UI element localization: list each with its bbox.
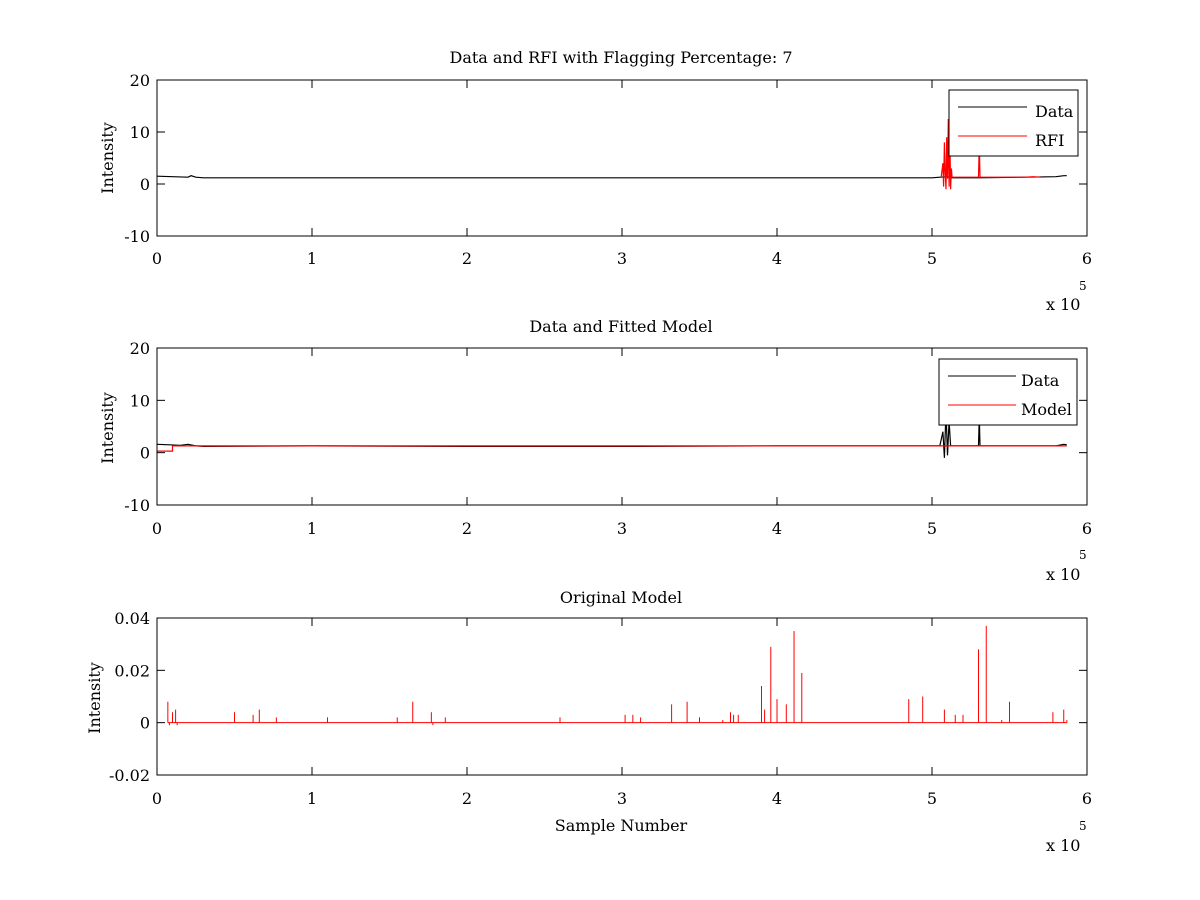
y-axis-label: Intensity [98,122,117,194]
x-tick-label: 6 [1082,789,1092,808]
legend: Data RFI [948,89,1079,157]
legend-label-data: Data [1035,102,1074,121]
legend-box [948,89,1079,157]
x-tick-label: 3 [617,789,627,808]
y-tick-label: 0.02 [114,661,150,680]
subplot-fitted-model: Data and Fitted Model Intensity 0 1 2 3 4 5 6 -… [98,317,1092,584]
x-tick-label: 2 [462,789,472,808]
series-layer [156,118,1067,190]
y-axis-label: Intensity [85,662,104,734]
x-multiplier-label: x 10 [1046,836,1080,855]
x-tick-label: 1 [307,519,317,538]
legend-label-rfi: RFI [1035,131,1064,150]
x-tick-label: 3 [617,249,627,268]
subplot-rfi: Data and RFI with Flagging Percentage: 7… [98,48,1092,314]
legend-label-data: Data [1021,371,1060,390]
x-axis-label: Sample Number [555,816,688,835]
y-axis-label: Intensity [98,392,117,464]
axes-frame [156,617,1088,776]
y-tick-label: 10 [130,391,150,410]
y-tick-label: 20 [130,339,150,358]
x-tick-label: 5 [927,249,937,268]
x-tick-label: 2 [462,519,472,538]
x-multiplier-label: x 10 [1046,295,1080,314]
subplot-title: Data and RFI with Flagging Percentage: 7 [449,48,792,67]
x-exponent-label: 5 [1079,819,1087,833]
x-tick-label: 0 [152,249,162,268]
x-tick-label: 4 [772,789,782,808]
x-exponent-label: 5 [1079,548,1087,562]
y-tick-label: 10 [130,123,150,142]
y-tick-label: 0 [140,714,150,733]
x-exponent-label: 5 [1079,279,1087,293]
x-multiplier-label: x 10 [1046,565,1080,584]
axes-frame [156,79,1088,237]
x-tick-label: 5 [927,519,937,538]
subplot-title: Original Model [560,588,682,607]
axes-frame [156,347,1088,506]
legend-box [938,358,1078,426]
subplot-original-model: Original Model Intensity 0 1 2 3 4 5 6-0.0200.… [85,588,1092,855]
legend-label-model: Model [1021,400,1072,419]
x-tick-label: 6 [1082,249,1092,268]
x-tick-label: 5 [927,789,937,808]
y-tick-label: 0.04 [114,609,150,628]
x-tick-label: 6 [1082,519,1092,538]
x-tick-label: 0 [152,519,162,538]
y-tick-label: 0 [140,175,150,194]
series-layer [167,625,1068,726]
x-tick-label: 0 [152,789,162,808]
x-tick-label: 2 [462,249,472,268]
x-tick-label: 4 [772,249,782,268]
x-tick-label: 4 [772,519,782,538]
x-tick-label: 1 [307,789,317,808]
series-line-rfi [940,118,1041,190]
y-tick-label: -10 [124,227,150,246]
y-tick-label: 0 [140,444,150,463]
y-tick-label: -10 [124,496,150,515]
y-tick-label: 20 [130,71,150,90]
series-line-model [157,445,1067,452]
series-layer [156,410,1067,458]
x-tick-label: 3 [617,519,627,538]
subplot-title: Data and Fitted Model [529,317,712,336]
x-tick-label: 1 [307,249,317,268]
y-tick-label: -0.02 [109,766,150,785]
legend: Data Model [938,358,1078,426]
